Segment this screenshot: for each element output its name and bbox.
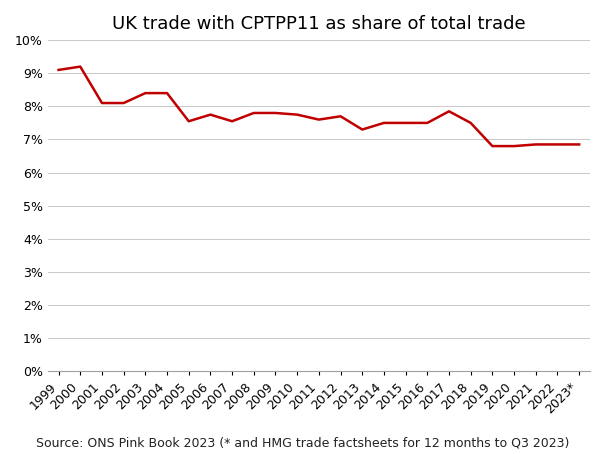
Title: UK trade with CPTPP11 as share of total trade: UK trade with CPTPP11 as share of total …: [112, 15, 526, 33]
Text: Source: ONS Pink Book 2023 (* and HMG trade factsheets for 12 months to Q3 2023): Source: ONS Pink Book 2023 (* and HMG tr…: [36, 436, 569, 449]
